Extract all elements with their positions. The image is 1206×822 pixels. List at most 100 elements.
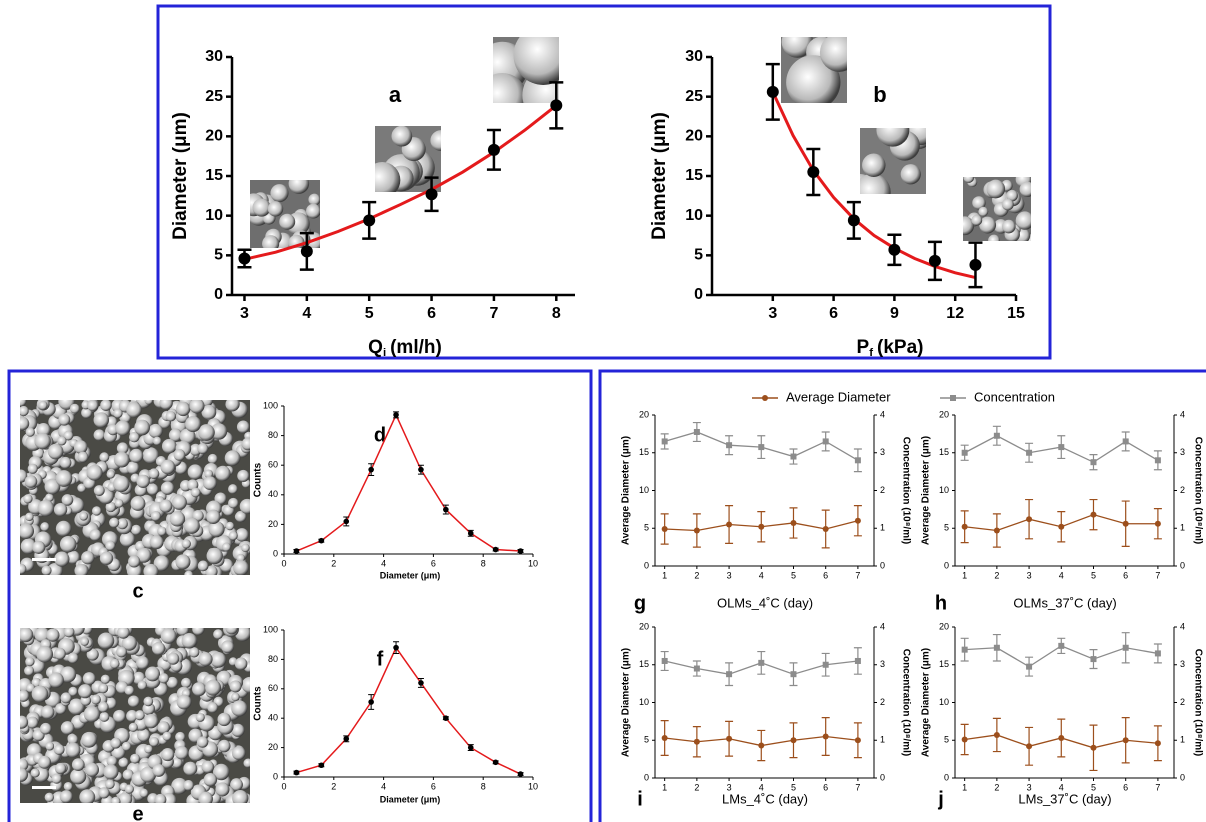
droplet (171, 757, 183, 769)
droplet (262, 235, 280, 248)
droplet (53, 502, 68, 517)
droplet (23, 494, 33, 504)
droplet (225, 628, 238, 635)
droplet (207, 702, 219, 713)
micrograph (963, 177, 1031, 241)
micrograph (493, 37, 559, 103)
droplet (252, 198, 271, 217)
droplet (165, 411, 176, 422)
droplet (48, 672, 64, 688)
data-point (822, 438, 829, 445)
y2-tick-label: 1 (880, 735, 885, 745)
data-point (888, 243, 901, 256)
data-point (854, 737, 861, 744)
droplet (493, 73, 527, 103)
droplet (210, 652, 227, 668)
droplet (111, 745, 126, 760)
droplet (124, 784, 134, 794)
droplet (79, 789, 96, 803)
droplet (205, 565, 218, 575)
droplet (97, 632, 115, 650)
data-point (1090, 744, 1097, 751)
x-tick-label: 5 (1091, 571, 1096, 581)
micrograph (860, 128, 926, 194)
data-point (758, 659, 765, 666)
x-tick-label: 3 (1027, 783, 1032, 793)
droplet (89, 528, 102, 541)
x-tick-label: 7 (1155, 783, 1160, 793)
x-tick-label: 2 (694, 571, 699, 581)
droplet (99, 711, 110, 722)
panel-label: f (377, 648, 384, 670)
y-tick-label: 0 (214, 286, 223, 303)
droplet (175, 554, 191, 570)
droplet (157, 721, 170, 734)
droplet (67, 734, 79, 745)
data-point (961, 449, 968, 456)
data-point (425, 188, 438, 201)
data-point (822, 733, 829, 740)
data-point (1122, 438, 1129, 445)
droplet (179, 428, 196, 445)
droplet (31, 685, 49, 703)
data-point (492, 546, 499, 553)
y-axis-label: Counts (253, 686, 264, 721)
droplet (119, 531, 136, 547)
droplet (192, 682, 207, 697)
droplet (87, 400, 99, 412)
x-tick-label: 1 (962, 783, 967, 793)
y2-tick-label: 0 (1180, 560, 1185, 570)
droplet (430, 130, 441, 151)
droplet (45, 741, 55, 751)
data-point (300, 245, 313, 258)
droplet (26, 716, 39, 729)
droplet (128, 431, 140, 443)
data-point (726, 442, 733, 449)
droplet (1001, 219, 1016, 234)
droplet (128, 722, 138, 732)
droplet (126, 710, 139, 722)
droplet (231, 692, 240, 702)
y2-axis-label: Concentration (10⁸/ml) (1192, 437, 1203, 545)
droplet (130, 496, 146, 511)
droplet (184, 570, 194, 575)
droplet (124, 685, 135, 696)
droplet (228, 531, 238, 541)
data-point (1026, 449, 1033, 456)
droplet (241, 437, 250, 451)
droplet (55, 703, 67, 715)
droplet (860, 173, 891, 194)
x-axis-label: OLMs_4˚C (day) (717, 595, 813, 610)
droplet (93, 429, 105, 441)
droplet (60, 721, 75, 735)
droplet (176, 694, 192, 710)
x-tick-label: 3 (240, 305, 249, 322)
x-label-symbol: P (857, 337, 870, 358)
data-point (993, 731, 1000, 738)
droplet (98, 787, 110, 799)
droplet (46, 628, 60, 642)
x-tick-label: 7 (489, 305, 498, 322)
droplet (78, 684, 93, 699)
droplet (126, 401, 142, 418)
droplet (81, 550, 95, 565)
data-point (487, 143, 500, 156)
droplet (59, 456, 72, 469)
x-tick-label: 6 (823, 783, 828, 793)
x-tick-label: 3 (1027, 571, 1032, 581)
droplet (189, 647, 200, 658)
droplet (221, 542, 231, 552)
y2-tick-label: 3 (880, 659, 885, 669)
y2-axis-label: Concentration (10⁸/ml) (1192, 649, 1203, 757)
data-point (758, 444, 765, 451)
y2-tick-label: 1 (1180, 523, 1185, 533)
droplet (80, 637, 89, 646)
y-tick-label: 0 (644, 560, 649, 570)
droplet (239, 498, 250, 515)
droplet (143, 696, 154, 707)
droplet (77, 451, 89, 463)
droplet (781, 37, 814, 58)
droplet (136, 474, 150, 488)
panel-frame (156, 4, 1052, 360)
